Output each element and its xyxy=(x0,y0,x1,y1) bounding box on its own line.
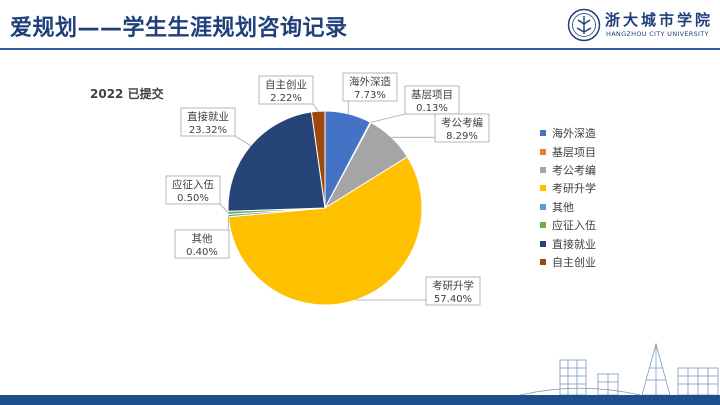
data-label-category: 其他 xyxy=(192,232,213,245)
data-label-box xyxy=(342,72,398,102)
data-label-box xyxy=(434,113,490,143)
legend-label: 海外深造 xyxy=(552,127,596,141)
data-label-box xyxy=(180,107,236,137)
legend-item: 考公考编 xyxy=(540,161,596,179)
legend-item: 应征入伍 xyxy=(540,216,596,234)
label-leader-line xyxy=(234,135,251,146)
legend-swatch xyxy=(540,166,546,173)
legend-item: 其他 xyxy=(540,198,596,216)
logo-name: 浙大城市学院 xyxy=(605,11,714,29)
data-label-value: 0.40% xyxy=(186,247,218,258)
data-label-category: 海外深造 xyxy=(349,75,391,88)
legend-label: 其他 xyxy=(552,200,574,214)
legend-swatch xyxy=(540,148,546,155)
footer-bar xyxy=(0,395,720,405)
university-crest-icon xyxy=(567,8,601,42)
legend-item: 考研升学 xyxy=(540,179,596,197)
legend-swatch xyxy=(540,185,546,192)
header-rule xyxy=(0,48,720,50)
data-label-box xyxy=(404,85,460,115)
data-label-box xyxy=(174,229,230,259)
pie-slice xyxy=(227,111,326,212)
pie-slice xyxy=(227,156,423,306)
data-label-category: 自主创业 xyxy=(265,78,307,91)
logo-subtitle: HANGZHOU CITY UNIVERSITY xyxy=(606,30,709,38)
data-label-value: 23.32% xyxy=(189,125,227,136)
data-label-value: 0.13% xyxy=(416,103,448,114)
data-label-value: 0.50% xyxy=(177,193,209,204)
label-leader-line xyxy=(370,113,406,123)
legend-label: 直接就业 xyxy=(552,237,596,251)
legend-label: 自主创业 xyxy=(552,255,596,269)
data-label-category: 考研升学 xyxy=(432,279,474,292)
legend-label: 应征入伍 xyxy=(552,219,596,233)
data-label-value: 8.29% xyxy=(446,131,478,142)
page-title: 爱规划——学生生涯规划咨询记录 xyxy=(10,16,348,41)
legend-swatch xyxy=(540,222,546,229)
legend-label: 基层项目 xyxy=(552,145,596,159)
legend-item: 直接就业 xyxy=(540,234,596,252)
legend-item: 海外深造 xyxy=(540,124,596,142)
data-label-box xyxy=(425,276,481,306)
legend-swatch xyxy=(540,240,546,247)
data-label-category: 基层项目 xyxy=(411,88,453,101)
legend-swatch xyxy=(540,203,546,210)
legend-swatch xyxy=(540,258,546,265)
data-label-box xyxy=(258,75,314,105)
legend-swatch xyxy=(540,130,546,137)
campus-skyline-decoration xyxy=(520,342,719,395)
data-label-value: 2.22% xyxy=(270,93,302,104)
data-label-category: 考公考编 xyxy=(441,116,483,129)
data-label-value: 7.73% xyxy=(354,90,386,101)
legend-label: 考研升学 xyxy=(552,182,596,196)
header: 爱规划——学生生涯规划咨询记录 浙大城市学院 HANGZHOU CITY UNI… xyxy=(0,0,720,52)
data-label-category: 直接就业 xyxy=(187,110,229,123)
university-logo: 浙大城市学院 HANGZHOU CITY UNIVERSITY xyxy=(565,8,715,44)
legend-item: 自主创业 xyxy=(540,253,596,271)
label-leader-line xyxy=(312,103,319,112)
label-leader-line xyxy=(219,203,229,214)
chart-legend: 海外深造基层项目考公考编考研升学其他应征入伍直接就业自主创业 xyxy=(540,124,596,271)
data-label-category: 应征入伍 xyxy=(172,178,214,191)
data-label-value: 57.40% xyxy=(434,294,472,305)
pie-chart: 海外深造 7.73% 基层项目 0.13% 考公考编 8.29% 考研升学 57.40% 其他 0… xyxy=(165,72,490,306)
data-label-box xyxy=(165,175,221,205)
chart-title: 2022 已提交 xyxy=(90,87,164,101)
legend-label: 考公考编 xyxy=(552,163,596,177)
legend-item: 基层项目 xyxy=(540,142,596,160)
